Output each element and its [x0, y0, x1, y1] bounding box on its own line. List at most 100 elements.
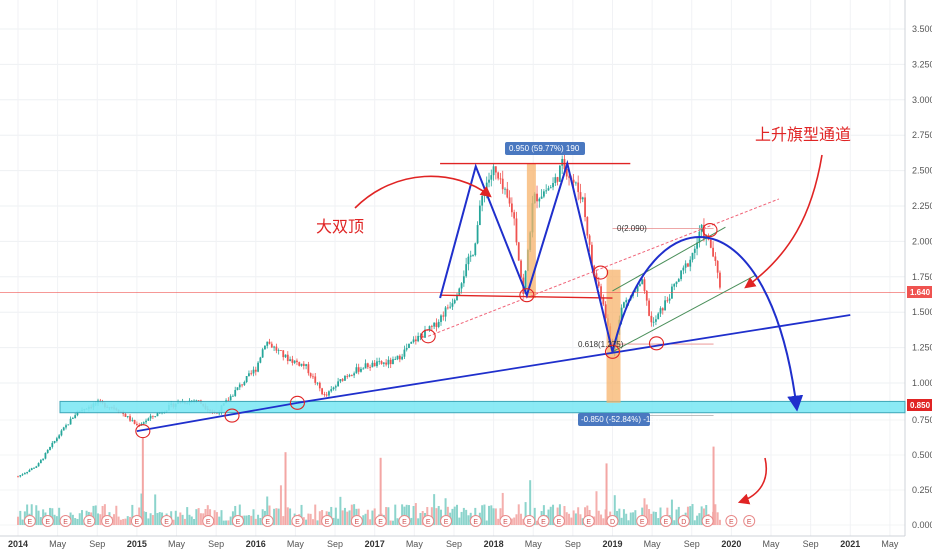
candle-body [277, 350, 280, 351]
volume-bar [485, 520, 488, 525]
volume-bar [421, 511, 424, 525]
volume-bar [321, 510, 324, 525]
price-tick-label: 2.000 [912, 236, 932, 246]
volume-bar [458, 517, 461, 525]
candle-body [538, 198, 541, 202]
volume-bar [332, 517, 335, 525]
double-top-zigzag [439, 159, 614, 353]
candle-body [520, 260, 522, 278]
volume-spike [712, 446, 715, 525]
volume-bar [394, 504, 397, 525]
fall-measure-box [578, 413, 650, 426]
price-tick-label: 1.750 [912, 272, 932, 282]
price-tick-label: 3.250 [912, 59, 932, 69]
candle-body [314, 376, 317, 383]
candle-body [673, 284, 676, 287]
candle-body [465, 264, 468, 277]
candle-body [360, 368, 362, 372]
volume-bar [275, 508, 278, 525]
candle-body [124, 413, 127, 417]
volume-bar [81, 510, 84, 525]
candle-body [355, 367, 358, 374]
candle-body [305, 364, 307, 366]
candle-body [135, 423, 138, 426]
volume-bar [536, 520, 539, 525]
earnings-marker-label: E [325, 519, 330, 526]
earnings-marker-circle [398, 515, 411, 527]
candle-body [275, 346, 278, 351]
overlays [0, 154, 906, 505]
earnings-marker-circle [59, 515, 72, 527]
candle-body [394, 359, 397, 360]
earnings-marker-label: E [105, 519, 110, 526]
volume-bar [465, 509, 468, 525]
volume-bar [456, 504, 459, 525]
candle-body [591, 244, 593, 266]
volume-bar [407, 505, 410, 525]
earnings-marker-circle [582, 515, 595, 527]
volume-bar [600, 514, 603, 525]
candle-body [42, 458, 45, 461]
candle-body [238, 384, 241, 388]
target-price-badge[interactable] [907, 399, 932, 411]
volume-bar [309, 513, 312, 525]
candle-body [600, 286, 602, 298]
candle-body [403, 349, 406, 357]
earnings-marker-label: E [705, 519, 710, 526]
candle-body [639, 284, 641, 287]
candle-body [604, 304, 607, 319]
volume-bar [670, 499, 673, 525]
fall-measure-bar [606, 269, 621, 403]
candle-body [257, 362, 259, 372]
volume-bar [654, 511, 657, 525]
candle-body [524, 270, 527, 294]
flag-arrow [744, 154, 823, 289]
candle-body [62, 427, 65, 431]
candle-body [17, 476, 19, 478]
volume-bar [282, 516, 285, 525]
grid [0, 0, 905, 536]
candle-body [442, 315, 445, 317]
candle-body [648, 300, 650, 316]
candle-body [316, 382, 319, 384]
time-tick-label: 2016 [246, 539, 266, 549]
candle-body [430, 326, 433, 327]
volume-tick-label: 0.250 [912, 485, 932, 495]
candle-body [344, 375, 346, 381]
candle-body [574, 182, 577, 184]
time-tick-label: Sep [684, 539, 700, 549]
candle-body [332, 387, 335, 390]
candle-body [636, 286, 639, 292]
earnings-marker-circle [469, 515, 482, 527]
time-tick-label: Sep [327, 539, 343, 549]
volume-bar [156, 513, 159, 525]
volume-bar [179, 512, 182, 525]
candle-body [691, 252, 694, 260]
earnings-marker-circle [701, 515, 714, 527]
earnings-marker-circle [422, 515, 435, 527]
volume-bar [101, 505, 104, 525]
time-tick-label: May [644, 539, 662, 549]
candle-body [719, 272, 721, 288]
volume-bar [213, 510, 216, 525]
volume-bar [188, 514, 191, 525]
candle-body [472, 255, 474, 256]
volume-bar [462, 507, 465, 525]
candle-body [131, 419, 134, 421]
volume-bar [243, 515, 246, 525]
earnings-marker-circle [160, 515, 173, 527]
volume-bar [501, 492, 504, 525]
candle-body [634, 291, 637, 293]
volume-bar [21, 519, 24, 525]
volume-bar [30, 504, 33, 525]
price-tick-label: 2.500 [912, 166, 932, 176]
volume-bar [289, 508, 292, 525]
earnings-marker-circle [130, 515, 143, 527]
candle-body [147, 418, 150, 421]
last-price-badge[interactable] [907, 286, 932, 298]
candle-body [35, 466, 38, 468]
volume-bar [245, 515, 248, 525]
candle-body [284, 354, 287, 358]
candle-body [398, 355, 401, 360]
